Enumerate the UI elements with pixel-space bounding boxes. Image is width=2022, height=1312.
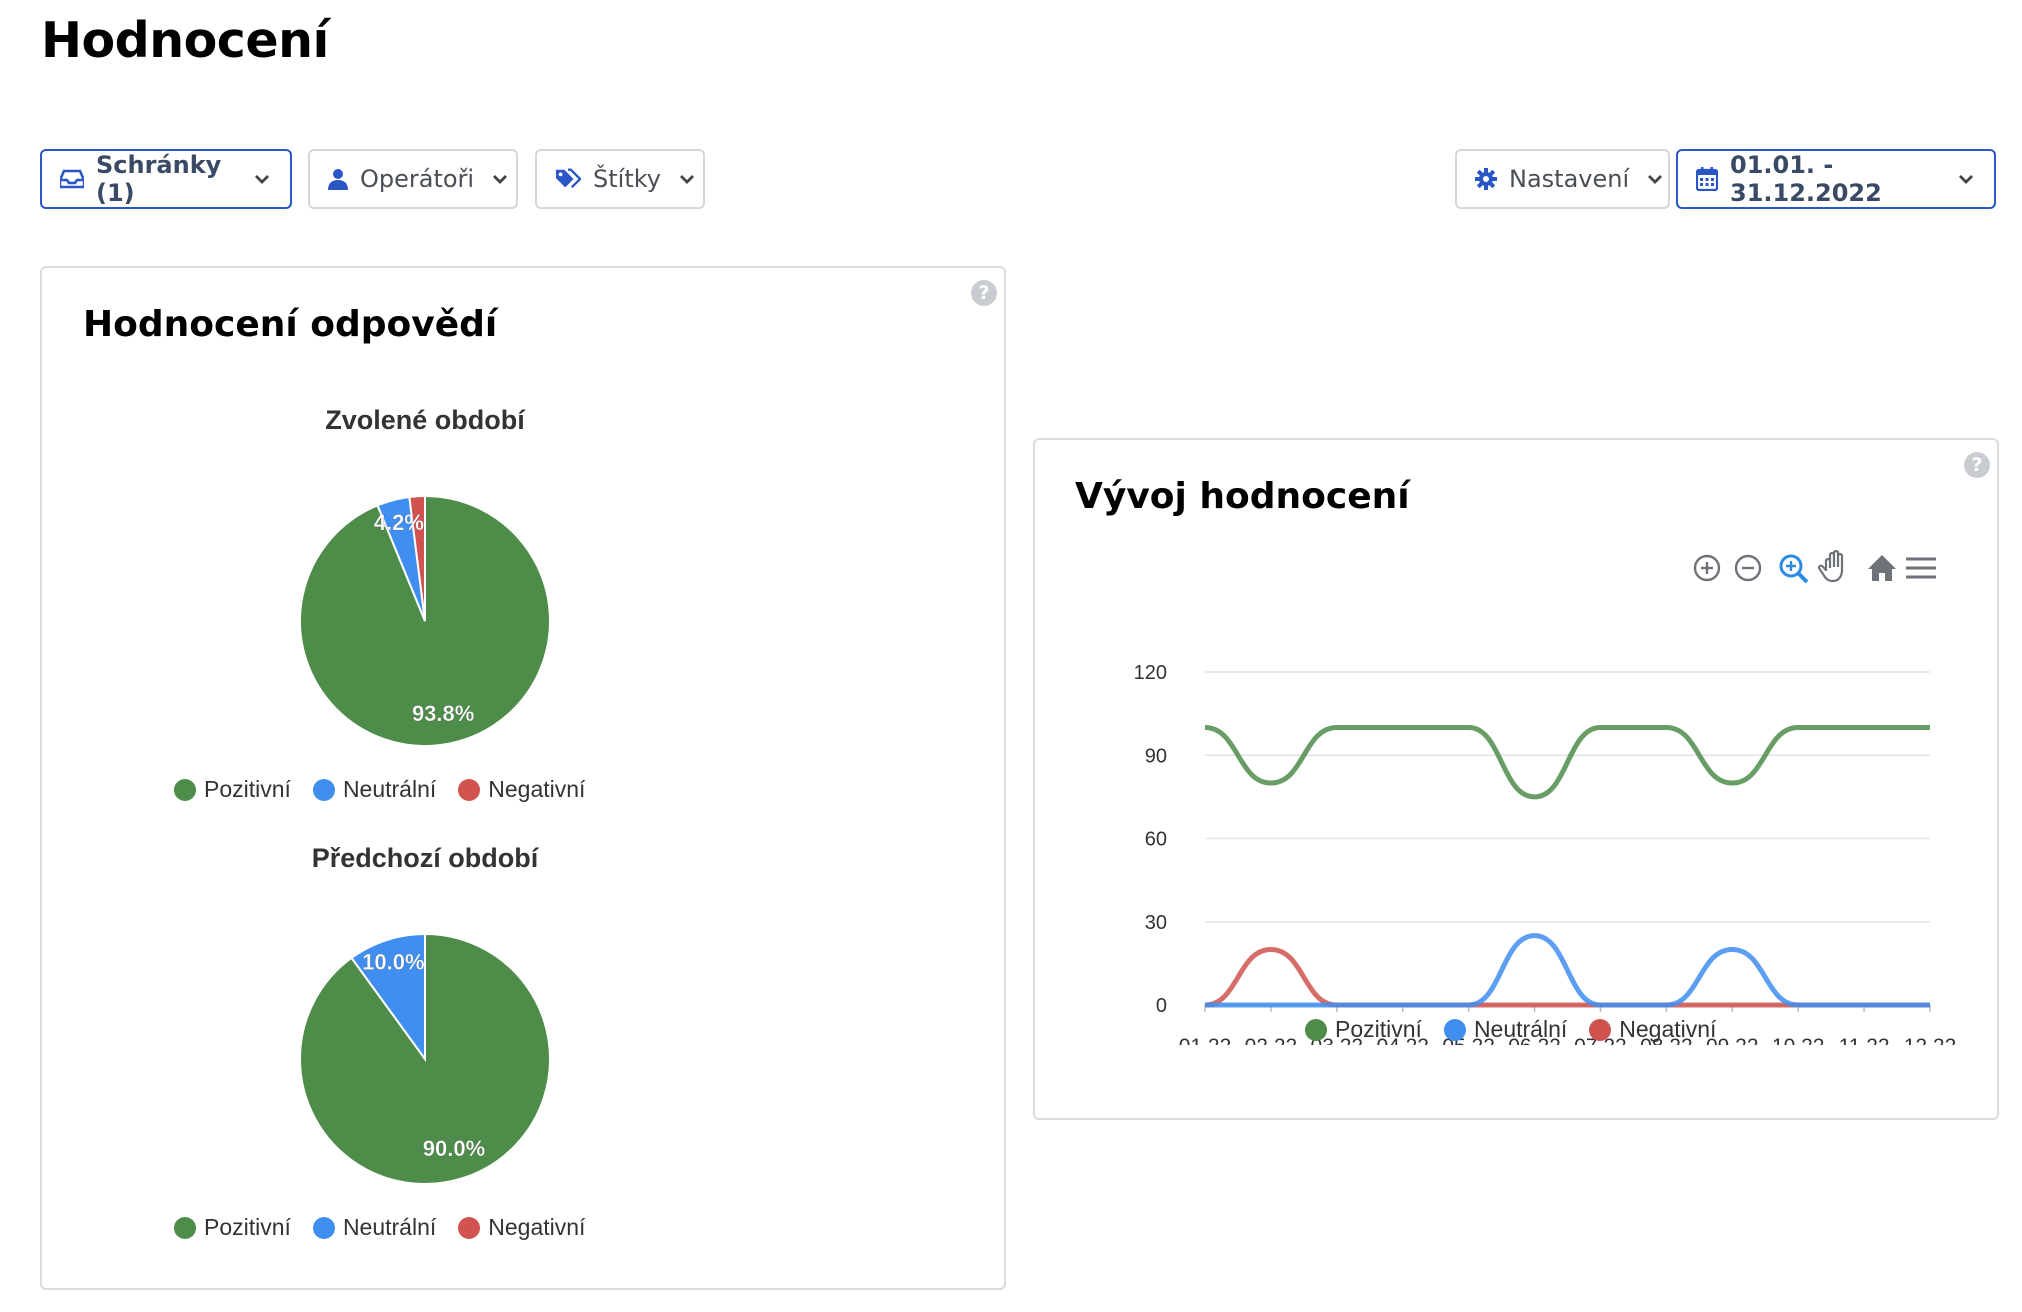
zoom-out-icon[interactable] [1734, 554, 1762, 582]
series-line-negative[interactable] [1204, 946, 1930, 1008]
legend-dot-negative [1589, 1018, 1612, 1041]
x-tick-label: 08.22 [1640, 1035, 1693, 1045]
legend-label: Pozitivní [204, 1214, 291, 1240]
date-range-picker[interactable]: 01.01. - 31.12.2022 [1676, 149, 1996, 209]
legend-item-negative[interactable]: Negativní [458, 776, 585, 803]
ratings-card-title: Hodnocení odpovědí [83, 304, 498, 345]
y-tick-label: 60 [1145, 829, 1167, 851]
legend-dot-neutral [312, 1216, 335, 1239]
legend-item-positive[interactable]: Pozitivní [1305, 1016, 1422, 1043]
current-period-legend: Pozitivní Neutrální Negativní [174, 776, 585, 803]
legend-label: Neutrální [1473, 1016, 1568, 1042]
rating-trend-line-chart: 0 30 60 90 120 01.22 02.22 03.22 04.22 05.22 06.22… [1134, 662, 1955, 1045]
chevron-down-icon [1645, 169, 1665, 189]
pie-slice-neutral[interactable] [350, 932, 426, 1063]
legend-label: Pozitivní [1335, 1016, 1422, 1042]
settings-button[interactable]: Nastavení [1455, 149, 1670, 209]
y-tick-label: 120 [1134, 662, 1167, 684]
previous-period-title: Předchozí období [311, 843, 539, 873]
legend-label: Pozitivní [204, 776, 291, 802]
legend-dot-negative [458, 778, 481, 801]
legend-label: Negativní [1619, 1016, 1717, 1042]
legend-item-neutral[interactable]: Neutrální [312, 776, 437, 803]
pan-hand-icon[interactable] [1817, 549, 1844, 583]
user-icon [328, 166, 348, 192]
x-tick-label: 12.22 [1904, 1035, 1955, 1045]
y-tick-label: 30 [1145, 912, 1167, 934]
legend-label: Neutrální [342, 776, 437, 802]
x-tick-label: 04.22 [1376, 1035, 1429, 1045]
chevron-down-icon [1956, 169, 1976, 189]
operators-filter-button[interactable]: Operátoři [308, 149, 518, 209]
date-range-label: 01.01. - 31.12.2022 [1730, 151, 1882, 207]
x-tick-label: 11.22 [1839, 1035, 1890, 1045]
pie-slice-negative[interactable] [408, 494, 426, 622]
legend-item-positive[interactable]: Pozitivní [174, 1214, 291, 1241]
legend-label: Negativní [488, 1214, 586, 1240]
menu-icon[interactable] [1906, 557, 1936, 579]
x-tick-label: 01.22 [1179, 1035, 1232, 1045]
chart-toolbar [1693, 549, 1936, 584]
current-period-title: Zvolené období [325, 405, 525, 435]
page-title: Hodnocení [41, 12, 329, 69]
legend-dot-positive [174, 1216, 196, 1239]
x-tick-label: 09.22 [1706, 1035, 1759, 1045]
x-tick-label: 05.22 [1442, 1035, 1495, 1045]
current-period-pie-chart: 93.8% 4.2% [299, 494, 551, 747]
y-tick-label: 90 [1145, 745, 1167, 767]
help-icon[interactable]: ? [1964, 452, 1990, 478]
legend-item-negative[interactable]: Negativní [458, 1214, 585, 1241]
previous-period-pie-chart: 90.0% 10.0% [299, 932, 551, 1185]
legend-dot-positive [174, 778, 196, 801]
selection-zoom-icon[interactable] [1779, 554, 1809, 584]
mailboxes-filter-button[interactable]: Schránky (1) [40, 149, 292, 209]
legend-item-negative[interactable]: Negativní [1589, 1016, 1716, 1043]
legend-item-neutral[interactable]: Neutrální [312, 1214, 437, 1241]
chevron-down-icon [677, 169, 697, 189]
trend-card: Vývoj hodnocení ? 0 30 60 90 120 01.22 02.22 03… [1033, 438, 1999, 1120]
x-tick-label: 10.22 [1772, 1035, 1825, 1045]
help-icon[interactable]: ? [971, 280, 997, 306]
series-line-neutral[interactable] [1205, 933, 1930, 1008]
operators-filter-label: Operátoři [360, 165, 475, 193]
trend-card-title: Vývoj hodnocení [1075, 476, 1410, 517]
chevron-down-icon [490, 169, 510, 189]
tags-filter-button[interactable]: Štítky [535, 149, 705, 209]
legend-dot-neutral [312, 778, 335, 801]
home-reset-icon[interactable] [1868, 555, 1896, 581]
legend-item-positive[interactable]: Pozitivní [174, 776, 291, 803]
x-tick-label: 03.22 [1311, 1035, 1364, 1045]
pie-label-neutral: 10.0% [362, 950, 424, 975]
mailboxes-filter-label: Schránky (1) [96, 151, 222, 207]
ratings-card: Hodnocení odpovědí ? Zvolené období 93.8… [40, 266, 1006, 1290]
tags-icon [555, 166, 581, 192]
settings-label: Nastavení [1509, 165, 1630, 193]
legend-label: Neutrální [342, 1214, 437, 1240]
y-tick-label: 0 [1156, 995, 1167, 1017]
legend-item-neutral[interactable]: Neutrální [1443, 1016, 1568, 1043]
legend-label: Negativní [488, 776, 586, 802]
pie-label-neutral: 4.2% [374, 510, 424, 535]
x-tick-label: 02.22 [1245, 1035, 1298, 1045]
pie-label-positive: 90.0% [423, 1136, 485, 1161]
previous-period-legend: Pozitivní Neutrální Negativní [174, 1214, 585, 1241]
legend-dot-negative [458, 1216, 481, 1239]
inbox-icon [60, 166, 84, 192]
trend-legend: Pozitivní Neutrální Negativní [1305, 1016, 1716, 1043]
chevron-down-icon [252, 169, 272, 189]
gear-icon [1475, 166, 1497, 192]
calendar-icon [1696, 166, 1718, 192]
series-line-positive[interactable] [1204, 725, 1930, 800]
zoom-in-icon[interactable] [1693, 554, 1721, 582]
legend-dot-neutral [1443, 1018, 1466, 1041]
tags-filter-label: Štítky [593, 165, 661, 193]
legend-dot-positive [1305, 1018, 1327, 1041]
x-tick-label: 06.22 [1508, 1035, 1561, 1045]
pie-label-positive: 93.8% [412, 701, 474, 726]
